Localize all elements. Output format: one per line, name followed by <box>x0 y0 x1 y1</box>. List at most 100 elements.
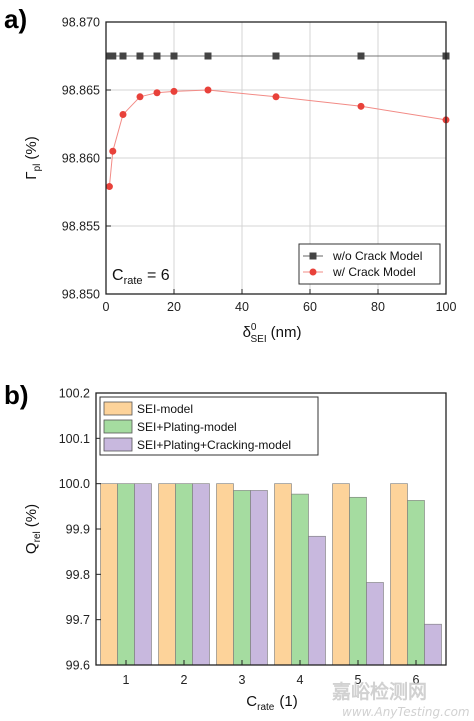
point-w-crack <box>204 86 212 94</box>
panel-b-x-tick-label: 4 <box>297 673 304 687</box>
panel-b-x-title-main: C <box>246 693 257 710</box>
legend-label-sei-plating-cracking: SEI+Plating+Cracking-model <box>137 438 291 452</box>
bar-sei-plating-cracking <box>366 582 384 666</box>
panel-b-x-tick-label: 2 <box>181 673 188 687</box>
point-w-crack <box>272 93 280 101</box>
panel-a-x-ticks: 0 20 40 60 80 100 <box>103 289 457 314</box>
legend-label-sei: SEI-model <box>137 402 193 416</box>
panel-b-y-axis-title: Qrel (%) <box>23 504 43 554</box>
panel-a-y-axis-title: Γpl (%) <box>23 136 43 179</box>
panel-b-x-ticks: 1 2 3 4 5 6 <box>123 660 420 687</box>
panel-b-y-ticks: 99.6 99.7 99.8 99.9 100.0 100.1 100.2 <box>59 387 101 673</box>
legend-marker-wo-crack <box>309 252 317 260</box>
panel-a-x-tick-label: 60 <box>303 300 317 314</box>
panel-a-y-tick-label: 98.860 <box>62 152 100 166</box>
legend-swatch-sei-plating <box>103 419 133 434</box>
panel-a-annot-main: C <box>112 267 124 284</box>
panel-b-y-tick-label: 100.1 <box>59 432 90 446</box>
legend-label-sei-plating: SEI+Plating-model <box>137 420 237 434</box>
panel-a-legend: w/o Crack Model w/ Crack Model <box>298 243 441 285</box>
watermark-cn: 嘉峪检测网 <box>331 680 427 703</box>
panel-b-x-tick-label: 1 <box>123 673 130 687</box>
panel-b-x-title-unit: (1) <box>279 693 297 710</box>
panel-a-x-tick-label: 20 <box>167 300 181 314</box>
point-w-crack <box>109 147 117 155</box>
point-wo-crack <box>153 52 161 60</box>
bar-sei-plating <box>175 483 193 666</box>
legend-label-wo-crack: w/o Crack Model <box>332 249 422 263</box>
panel-a-y-title-unit: (%) <box>23 136 40 159</box>
bar-sei-plating <box>291 493 309 666</box>
bar-sei <box>158 483 176 666</box>
point-wo-crack <box>357 52 365 60</box>
bar-sei <box>274 483 292 666</box>
panel-a-y-title-main: Γ <box>23 171 40 179</box>
panel-b-x-tick-label: 3 <box>239 673 246 687</box>
point-w-crack <box>357 102 365 110</box>
panel-a-legend-box <box>298 243 441 285</box>
panel-b-bar-chart: b) 1 2 3 4 5 6 99.6 99.7 99.8 99.9 100.0 100.1 100.… <box>4 380 447 713</box>
panel-b-y-title-unit: (%) <box>23 504 40 527</box>
bar-sei-plating-cracking <box>424 623 442 666</box>
panel-b-x-tick-label: 6 <box>413 673 420 687</box>
bar-sei-plating-cracking <box>192 483 210 666</box>
bar-sei-plating-cracking <box>134 483 152 666</box>
point-w-crack <box>105 183 113 191</box>
bar-sei-plating <box>407 500 425 666</box>
legend-swatch-sei <box>103 401 133 416</box>
panel-a-label: a) <box>4 4 27 34</box>
bar-sei-plating <box>349 496 367 666</box>
panel-a-x-title-sup: 0 <box>251 322 257 333</box>
panel-b-x-title-sub: rate <box>257 702 275 713</box>
bar-sei-plating <box>233 490 251 666</box>
point-w-crack <box>170 87 178 95</box>
point-wo-crack <box>119 52 127 60</box>
panel-a-x-tick-label: 100 <box>436 300 457 314</box>
panel-a-y-tick-label: 98.855 <box>62 220 100 234</box>
panel-a-annot-suffix: = 6 <box>143 267 170 284</box>
point-w-crack <box>119 110 127 118</box>
panel-a-annot-sub: rate <box>124 275 143 287</box>
panel-a-x-title-main: δ <box>243 324 251 341</box>
panel-b-y-tick-label: 100.0 <box>59 477 90 491</box>
panel-a-crate-annotation: Crate = 6 <box>112 267 170 287</box>
legend-label-w-crack: w/ Crack Model <box>332 265 416 279</box>
panel-a-x-axis-title: δ0 SEI (nm) <box>243 322 302 345</box>
point-wo-crack <box>136 52 144 60</box>
panel-a-y-tick-label: 98.865 <box>62 84 100 98</box>
panel-a-x-tick-label: 40 <box>235 300 249 314</box>
point-wo-crack <box>204 52 212 60</box>
bar-sei-plating <box>117 483 135 666</box>
panel-a-series-line-w-crack <box>108 89 447 187</box>
panel-b-legend: SEI-model SEI+Plating-model SEI+Plating+… <box>99 396 319 456</box>
panel-b-y-title-main: Q <box>23 542 40 554</box>
panel-a-y-tick-label: 98.850 <box>62 288 100 302</box>
panel-b-x-axis-title: Crate (1) <box>246 693 297 713</box>
point-wo-crack <box>109 52 117 60</box>
watermark-en: www.AnyTesting.com <box>342 705 470 719</box>
panel-a-x-title-unit: (nm) <box>271 324 302 341</box>
panel-a-y-ticks: 98.850 98.855 98.860 98.865 98.870 <box>62 16 111 302</box>
point-w-crack <box>136 93 144 101</box>
panel-b-y-tick-label: 100.2 <box>59 387 90 401</box>
panel-b-x-tick-label: 5 <box>355 673 362 687</box>
panel-a-line-chart: a) 0 20 40 60 80 100 98.850 98.855 98.860 98.865… <box>4 4 456 345</box>
bar-sei-plating-cracking <box>250 490 268 666</box>
panel-b-y-tick-label: 99.9 <box>66 523 90 537</box>
panel-b-bars <box>100 483 442 666</box>
panel-a-y-tick-label: 98.870 <box>62 16 100 30</box>
panel-b-legend-box <box>99 396 319 456</box>
panel-b-label: b) <box>4 380 29 410</box>
panel-a-x-tick-label: 0 <box>103 300 110 314</box>
point-w-crack <box>153 89 161 97</box>
bar-sei <box>100 483 118 666</box>
panel-a-x-title-sub: SEI <box>250 334 266 345</box>
panel-b-y-tick-label: 99.6 <box>66 659 90 673</box>
bar-sei <box>216 483 234 666</box>
panel-b-y-title-sub: rel <box>32 531 43 542</box>
panel-a-y-title-sub: pl <box>32 164 43 172</box>
panel-b-y-tick-label: 99.7 <box>66 613 90 627</box>
legend-marker-w-crack <box>309 268 317 276</box>
bar-sei <box>390 483 408 666</box>
